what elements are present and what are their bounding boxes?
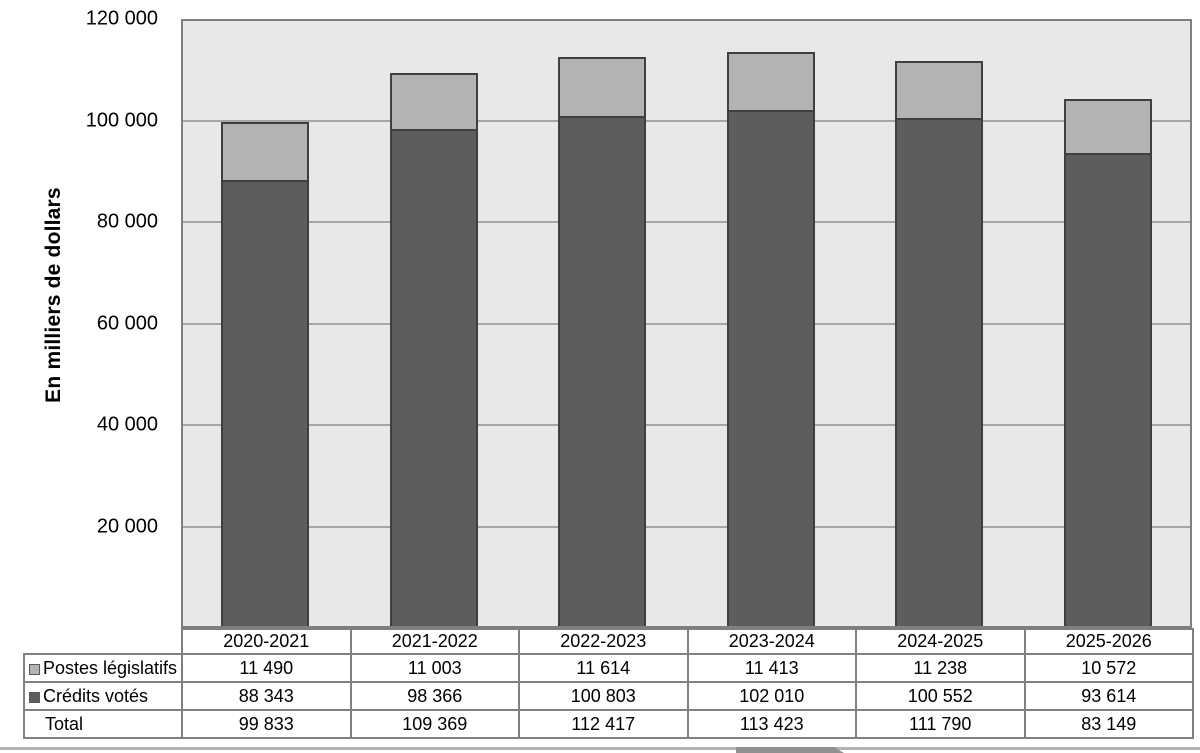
y-tick-label: 40 000 xyxy=(96,413,158,436)
table-column-header: 2023-2024 xyxy=(686,628,857,655)
table-value-cell: 100 803 xyxy=(518,681,689,711)
data-table: 2020-2021 2021-2022 2022-2023 2023-2024 2024… xyxy=(23,628,1194,739)
table-value-cell: 11 413 xyxy=(686,653,857,683)
legend-swatch-icon xyxy=(29,663,40,675)
bar-segment-postes-legislatifs xyxy=(1063,99,1152,153)
table-column-header: 2020-2021 xyxy=(181,628,352,655)
horizontal-scrollbar-thumb[interactable] xyxy=(736,747,844,753)
gridline xyxy=(181,119,1192,122)
table-value-cell: 111 790 xyxy=(855,709,1026,739)
bar-segment-credits-votes xyxy=(895,118,984,628)
bar-segment-postes-legislatifs xyxy=(389,73,478,129)
gridline xyxy=(181,525,1192,528)
table-value-cell: 11 614 xyxy=(518,653,689,683)
y-tick-label: 20 000 xyxy=(96,515,158,537)
gridline xyxy=(181,322,1192,325)
bar-segment-credits-votes xyxy=(221,180,310,628)
table-value-cell: 99 833 xyxy=(181,709,352,739)
bar-segment-postes-legislatifs xyxy=(221,122,310,180)
bar-segment-credits-votes xyxy=(389,129,478,628)
bar-segment-credits-votes xyxy=(726,110,815,628)
table-header-row: 2020-2021 2021-2022 2022-2023 2023-2024 2024… xyxy=(24,628,1194,655)
bar-segment-postes-legislatifs xyxy=(895,61,984,118)
table-value-cell: 83 149 xyxy=(1023,709,1194,739)
legend-swatch-icon xyxy=(29,691,40,703)
y-tick-label: 120 000 xyxy=(85,7,158,30)
gridline xyxy=(181,221,1192,223)
bar-segment-postes-legislatifs xyxy=(558,57,647,116)
bar-segment-credits-votes xyxy=(558,116,647,628)
table-value-cell: 113 423 xyxy=(686,709,857,739)
y-tick-label: 80 000 xyxy=(96,210,158,233)
y-tick-label: 100 000 xyxy=(85,109,158,131)
table-column-header: 2022-2023 xyxy=(518,628,689,655)
table-column-header: 2024-2025 xyxy=(855,628,1026,655)
table-value-cell: 10 572 xyxy=(1023,653,1194,683)
table-value-cell: 109 369 xyxy=(349,709,520,739)
table-value-cell: 100 552 xyxy=(855,681,1026,711)
table-row: Total 99 833 109 369 112 417 113 423 111 790 8… xyxy=(23,709,1194,739)
table-row-label: Postes législatifs xyxy=(23,653,183,683)
table-row-label: Total xyxy=(23,709,183,739)
bar-segment-postes-legislatifs xyxy=(726,52,815,110)
table-value-cell: 102 010 xyxy=(686,681,857,711)
table-row-label: Crédits votés xyxy=(23,681,183,711)
y-tick-label: 60 000 xyxy=(96,312,158,334)
gridline xyxy=(181,424,1192,426)
table-value-cell: 93 614 xyxy=(1023,681,1194,711)
table-row: Crédits votés 88 343 98 366 100 803 102 010 1… xyxy=(23,681,1194,711)
table-value-cell: 11 003 xyxy=(349,653,520,683)
table-value-cell: 11 238 xyxy=(855,653,1026,683)
table-value-cell: 11 490 xyxy=(181,653,352,683)
bar-segment-credits-votes xyxy=(1063,153,1152,628)
table-value-cell: 88 343 xyxy=(181,681,352,711)
table-column-header: 2025-2026 xyxy=(1023,628,1194,655)
table-corner-cell xyxy=(24,629,182,654)
plot-area xyxy=(181,19,1192,628)
table-value-cell: 98 366 xyxy=(349,681,520,711)
horizontal-scrollbar-track[interactable] xyxy=(0,747,1200,750)
table-row: Postes législatifs 11 490 11 003 11 614 11 4… xyxy=(23,653,1194,683)
table-column-header: 2021-2022 xyxy=(349,628,520,655)
table-value-cell: 112 417 xyxy=(518,709,689,739)
